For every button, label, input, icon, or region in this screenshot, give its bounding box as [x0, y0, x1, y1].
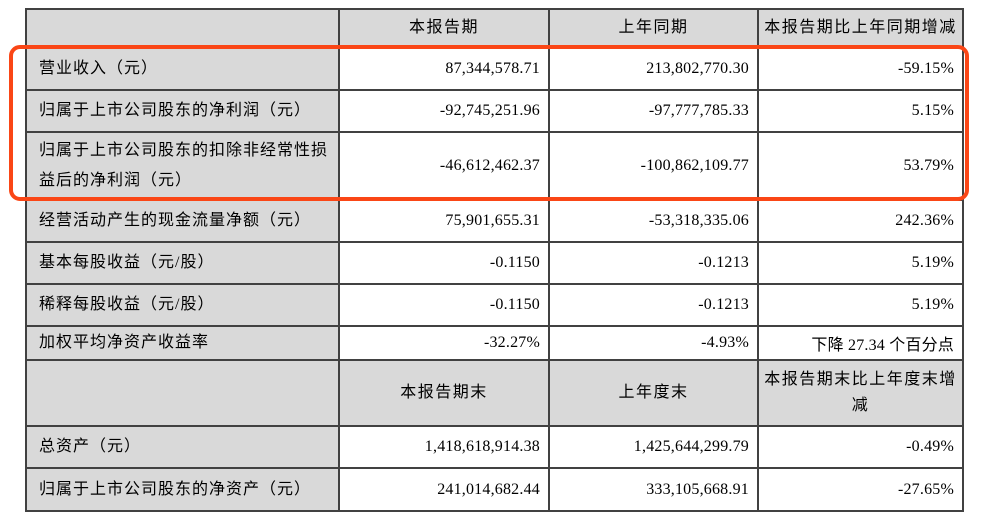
- value-change: 下降 27.34 个百分点: [757, 325, 964, 361]
- value-change: -27.65%: [757, 467, 964, 512]
- value-current: -46,612,462.37: [338, 131, 550, 201]
- value-prior: -0.1213: [548, 241, 759, 285]
- value-prior: 1,425,644,299.79: [548, 425, 759, 469]
- value-change: 5.15%: [757, 89, 964, 133]
- table-row-operating-cash-flow: 经营活动产生的现金流量净额（元） 75,901,655.31 -53,318,3…: [25, 199, 964, 243]
- metric-label: 经营活动产生的现金流量净额（元）: [25, 199, 340, 243]
- metric-label: 营业收入（元）: [25, 46, 340, 91]
- table-row-diluted-eps: 稀释每股收益（元/股） -0.1150 -0.1213 5.19%: [25, 283, 964, 327]
- table-row-net-assets: 归属于上市公司股东的净资产（元） 241,014,682.44 333,105,…: [25, 467, 964, 512]
- header-empty: [25, 8, 340, 48]
- header-row-period: 本报告期 上年同期 本报告期比上年同期增减: [25, 8, 964, 48]
- value-change: 242.36%: [757, 199, 964, 243]
- value-change: -59.15%: [757, 46, 964, 91]
- column-header-prior-year-end: 上年度末: [548, 359, 759, 427]
- value-prior: -100,862,109.77: [548, 131, 759, 201]
- metric-label: 归属于上市公司股东的净资产（元）: [25, 467, 340, 512]
- metric-label: 归属于上市公司股东的扣除非经常性损 益后的净利润（元）: [25, 131, 340, 201]
- value-current: -0.1150: [338, 241, 550, 285]
- metric-label: 加权平均净资产收益率: [25, 325, 340, 361]
- table-row-weighted-avg-roe: 加权平均净资产收益率 -32.27% -4.93% 下降 27.34 个百分点: [25, 325, 964, 361]
- value-current: -32.27%: [338, 325, 550, 361]
- value-change: 5.19%: [757, 283, 964, 327]
- value-change: 53.79%: [757, 131, 964, 201]
- table-row-net-profit: 归属于上市公司股东的净利润（元） -92,745,251.96 -97,777,…: [25, 89, 964, 133]
- column-header-current-period-end: 本报告期末: [338, 359, 550, 427]
- table-row-basic-eps: 基本每股收益（元/股） -0.1150 -0.1213 5.19%: [25, 241, 964, 285]
- table-row-revenue: 营业收入（元） 87,344,578.71 213,802,770.30 -59…: [25, 46, 964, 91]
- value-change: 5.19%: [757, 241, 964, 285]
- value-current: 87,344,578.71: [338, 46, 550, 91]
- value-prior: -53,318,335.06: [548, 199, 759, 243]
- table-row-total-assets: 总资产（元） 1,418,618,914.38 1,425,644,299.79…: [25, 425, 964, 469]
- value-prior: 333,105,668.91: [548, 467, 759, 512]
- table-row-net-profit-excl-nonrecurring: 归属于上市公司股东的扣除非经常性损 益后的净利润（元） -46,612,462.…: [25, 131, 964, 201]
- value-current: 1,418,618,914.38: [338, 425, 550, 469]
- metric-label: 基本每股收益（元/股）: [25, 241, 340, 285]
- value-prior: -4.93%: [548, 325, 759, 361]
- metric-label: 总资产（元）: [25, 425, 340, 469]
- value-current: -0.1150: [338, 283, 550, 327]
- value-current: 241,014,682.44: [338, 467, 550, 512]
- column-header-prior-period: 上年同期: [548, 8, 759, 48]
- value-prior: -0.1213: [548, 283, 759, 327]
- header-empty: [25, 359, 340, 427]
- value-prior: 213,802,770.30: [548, 46, 759, 91]
- value-change: -0.49%: [757, 425, 964, 469]
- metric-label: 归属于上市公司股东的净利润（元）: [25, 89, 340, 133]
- column-header-current-period: 本报告期: [338, 8, 550, 48]
- value-current: -92,745,251.96: [338, 89, 550, 133]
- metric-label: 稀释每股收益（元/股）: [25, 283, 340, 327]
- value-prior: -97,777,785.33: [548, 89, 759, 133]
- column-header-period-end-change: 本报告期末比上年度末增 减: [757, 359, 964, 427]
- header-row-period-end: 本报告期末 上年度末 本报告期末比上年度末增 减: [25, 359, 964, 427]
- financial-summary-table: 本报告期 上年同期 本报告期比上年同期增减 营业收入（元） 87,344,578…: [25, 8, 964, 512]
- value-current: 75,901,655.31: [338, 199, 550, 243]
- column-header-period-change: 本报告期比上年同期增减: [757, 8, 964, 48]
